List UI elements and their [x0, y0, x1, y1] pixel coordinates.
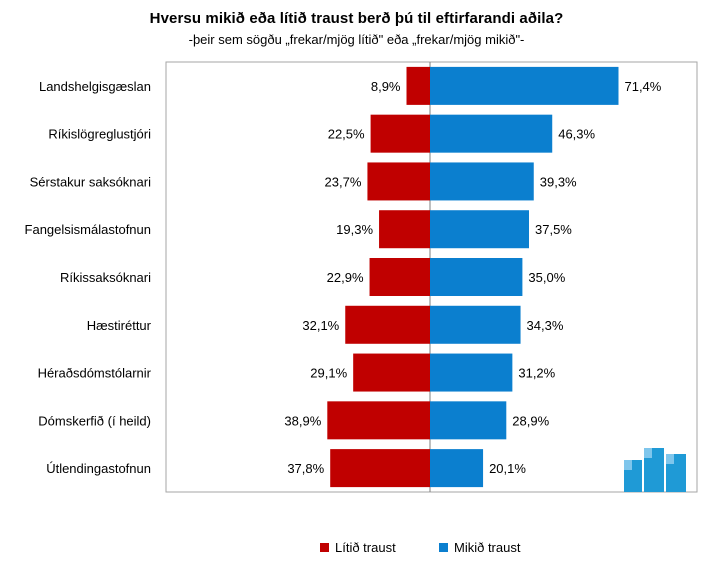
data-label-litid-serstakur-saksoknari: 23,7%	[325, 174, 362, 189]
data-label-mikid-utlendingastofnun: 20,1%	[489, 461, 526, 476]
data-label-litid-h-stirettur: 32,1%	[302, 318, 339, 333]
category-label-hera-sdomstolarnir: Héraðsdómstólarnir	[38, 366, 152, 381]
data-label-litid-landshelgisg-slan: 8,9%	[371, 79, 401, 94]
data-label-litid-rikislogreglustjori: 22,5%	[328, 127, 365, 142]
data-label-mikid-landshelgisg-slan: 71,4%	[624, 79, 661, 94]
bar-mikid-rikissaksoknari	[430, 258, 523, 296]
mmr-logo	[622, 446, 688, 492]
bar-litid-rikissaksoknari	[369, 258, 430, 296]
category-label-domskerfi-i-heild: Dómskerfið (í heild)	[38, 413, 151, 428]
bar-litid-utlendingastofnun	[330, 449, 430, 488]
chart-legend: Lítið traust Mikið traust	[0, 540, 713, 558]
data-label-mikid-h-stirettur: 34,3%	[527, 318, 564, 333]
bar-litid-h-stirettur	[345, 305, 430, 344]
chart-title: Hversu mikið eða lítið traust berð þú ti…	[149, 10, 564, 27]
category-label-serstakur-saksoknari: Sérstakur saksóknari	[30, 174, 151, 189]
bar-mikid-h-stirettur	[430, 305, 521, 344]
legend-swatch-mikid-traust	[439, 543, 448, 552]
legend-item-mikid-traust: Mikið traust	[439, 540, 520, 555]
bar-litid-hera-sdomstolarnir	[353, 353, 430, 392]
bar-mikid-rikislogreglustjori	[430, 114, 553, 153]
data-label-litid-fangelsismalastofnun: 19,3%	[336, 222, 373, 237]
diverging-bar-chart: Landshelgisgæslan 8,9% 71,4% Ríkislögreglus…	[25, 61, 698, 493]
bar-mikid-utlendingastofnun	[430, 449, 484, 488]
data-label-mikid-rikissaksoknari: 35,0%	[528, 270, 565, 285]
bar-litid-fangelsismalastofnun	[379, 210, 430, 249]
data-label-litid-domskerfi-i-heild: 38,9%	[284, 413, 321, 428]
chart-subtitle: -þeir sem sögðu „frekar/mjög lítið" eða …	[188, 32, 525, 47]
bar-mikid-landshelgisg-slan	[430, 66, 619, 105]
bar-mikid-fangelsismalastofnun	[430, 210, 529, 249]
data-label-mikid-fangelsismalastofnun: 37,5%	[535, 222, 572, 237]
legend-label-mikid-traust: Mikið traust	[454, 540, 521, 555]
legend-label-litid-traust: Lítið traust	[335, 540, 396, 555]
category-label-rikissaksoknari: Ríkissaksóknari	[60, 270, 151, 285]
data-label-mikid-rikislogreglustjori: 46,3%	[558, 127, 595, 142]
category-label-rikislogreglustjori: Ríkislögreglustjóri	[48, 127, 151, 142]
legend-item-litid-traust: Lítið traust	[320, 540, 396, 555]
bar-mikid-domskerfi-i-heild	[430, 401, 507, 440]
plot-area-border	[165, 61, 698, 493]
bar-litid-domskerfi-i-heild	[327, 401, 430, 440]
category-label-fangelsismalastofnun: Fangelsismálastofnun	[25, 222, 151, 237]
data-label-mikid-domskerfi-i-heild: 28,9%	[512, 413, 549, 428]
category-label-landshelgisg-slan: Landshelgisgæslan	[39, 79, 151, 94]
data-label-litid-rikissaksoknari: 22,9%	[327, 270, 364, 285]
data-label-mikid-serstakur-saksoknari: 39,3%	[540, 174, 577, 189]
data-label-litid-utlendingastofnun: 37,8%	[287, 461, 324, 476]
bar-mikid-serstakur-saksoknari	[430, 162, 534, 201]
data-label-mikid-hera-sdomstolarnir: 31,2%	[518, 366, 555, 381]
category-label-h-stirettur: Hæstiréttur	[87, 318, 152, 333]
bar-litid-rikislogreglustjori	[370, 114, 430, 153]
legend-swatch-litid-traust	[320, 543, 329, 552]
data-label-litid-hera-sdomstolarnir: 29,1%	[310, 366, 347, 381]
bar-litid-serstakur-saksoknari	[367, 162, 430, 201]
category-label-utlendingastofnun: Útlendingastofnun	[46, 461, 151, 476]
bar-mikid-hera-sdomstolarnir	[430, 353, 513, 392]
bar-litid-landshelgisg-slan	[406, 66, 430, 105]
